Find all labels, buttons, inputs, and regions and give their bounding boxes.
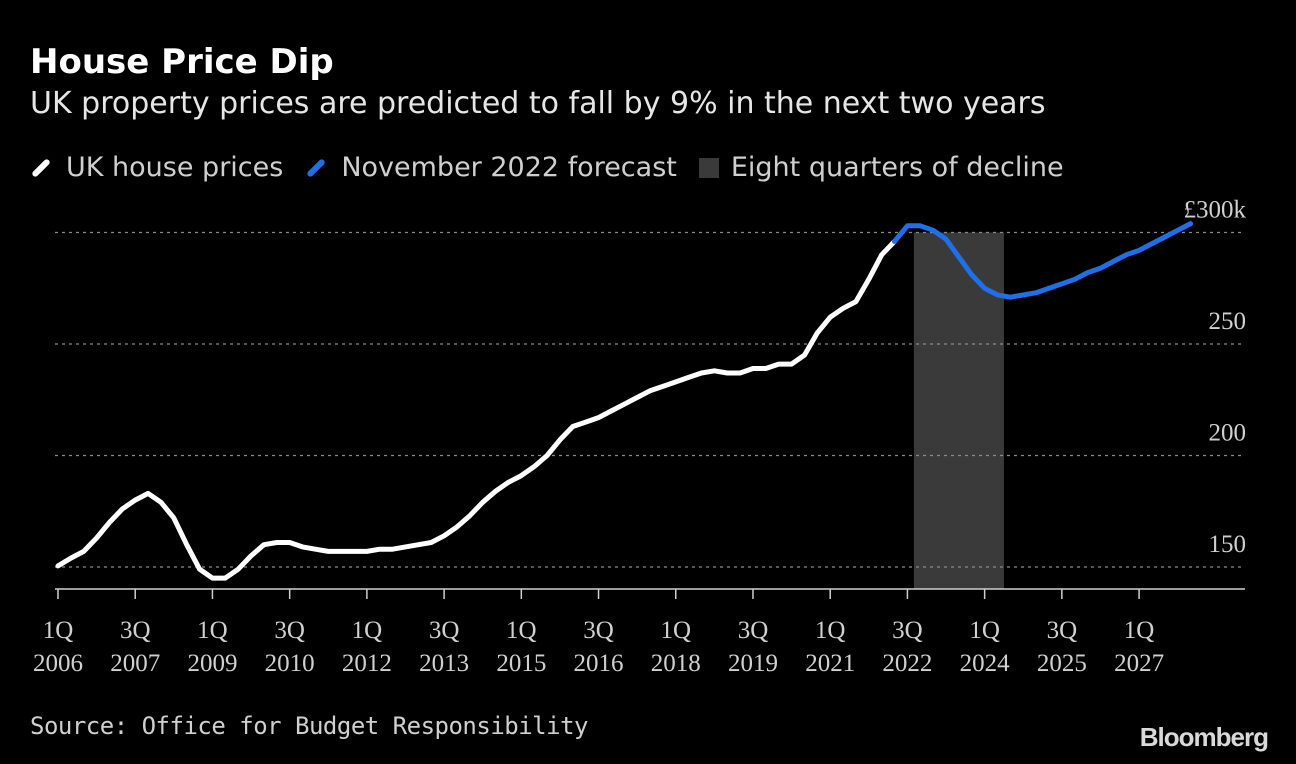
x-tick-label-quarter: 3Q — [1047, 617, 1078, 644]
legend-item-forecast: November 2022 forecast — [305, 152, 677, 183]
series-line-forecast — [892, 221, 1194, 300]
y-tick-label-150: 150 — [1209, 531, 1247, 558]
legend-item-decline: Eight quarters of decline — [698, 152, 1064, 183]
x-tick-label-year: 2015 — [496, 650, 546, 677]
x-tick-label-quarter: 1Q — [43, 617, 74, 644]
x-tick-label-year: 2019 — [728, 650, 778, 677]
x-tick-label-year: 2006 — [33, 650, 83, 677]
x-tick-label-quarter: 1Q — [660, 617, 691, 644]
legend-swatch-gray-box — [698, 157, 719, 178]
x-tick-label-quarter: 1Q — [197, 617, 228, 644]
x-tick-label-year: 2024 — [960, 650, 1011, 677]
legend: UK house prices November 2022 forecast E… — [30, 152, 1086, 183]
x-tick-label-year: 2018 — [651, 650, 701, 677]
source-note: Source: Office for Budget Responsibility — [30, 712, 588, 740]
x-tick-label-quarter: 1Q — [815, 617, 846, 644]
y-tick-label-250: 250 — [1209, 308, 1247, 335]
chart-subtitle: UK property prices are predicted to fall… — [30, 86, 1046, 121]
x-tick-label-year: 2010 — [265, 650, 315, 677]
x-tick-label-year: 2012 — [342, 650, 392, 677]
legend-item-house-prices: UK house prices — [30, 152, 283, 183]
x-tick-label-quarter: 1Q — [506, 617, 537, 644]
x-tick-label-quarter: 3Q — [892, 617, 923, 644]
x-tick-label-quarter: 3Q — [429, 617, 460, 644]
chart-title: House Price Dip — [30, 42, 334, 82]
x-tick-label-year: 2007 — [110, 650, 160, 677]
x-tick-label-year: 2022 — [882, 650, 932, 677]
x-tick-label-year: 2009 — [187, 650, 237, 677]
x-tick-label-year: 2027 — [1114, 650, 1164, 677]
shaded-decline-region — [913, 232, 1004, 589]
x-tick-label-quarter: 3Q — [274, 617, 305, 644]
legend-label-house-prices: UK house prices — [66, 152, 284, 183]
x-tick-label-year: 2013 — [419, 650, 469, 677]
x-tick-label-quarter: 1Q — [969, 617, 1000, 644]
x-tick-label-quarter: 3Q — [738, 617, 769, 644]
x-tick-label-quarter: 3Q — [583, 617, 614, 644]
x-tick-label-year: 2025 — [1037, 650, 1087, 677]
x-tick-label-year: 2016 — [574, 650, 624, 677]
y-tick-label-200: 200 — [1209, 420, 1247, 447]
legend-label-decline: Eight quarters of decline — [730, 152, 1064, 183]
legend-label-forecast: November 2022 forecast — [341, 152, 677, 183]
x-tick-label-quarter: 1Q — [1124, 617, 1155, 644]
bloomberg-logo: Bloomberg — [1139, 722, 1269, 752]
x-tick-label-year: 2021 — [805, 650, 855, 677]
x-tick-label-quarter: 1Q — [352, 617, 383, 644]
series-line-house-prices — [55, 238, 897, 581]
x-tick-label-quarter: 3Q — [120, 617, 151, 644]
y-tick-label-300: £300k — [1184, 197, 1247, 224]
